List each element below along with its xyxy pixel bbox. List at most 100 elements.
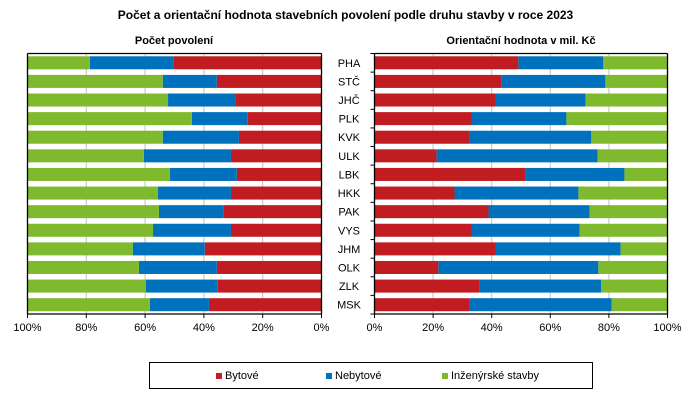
bar-inzenyrske-ulk xyxy=(27,149,144,163)
bar-bytove-jhm xyxy=(204,242,322,256)
category-label: JHČ xyxy=(338,94,359,107)
bar-nebytove-olk xyxy=(438,260,599,274)
bar-inzenyrske-plk xyxy=(566,112,668,126)
bar-nebytove-msk xyxy=(149,298,209,312)
bar-nebytove-jhm xyxy=(495,242,621,256)
legend-swatch-nebytove xyxy=(326,373,332,379)
right-chart-title: Orientační hodnota v mil. Kč xyxy=(446,35,596,47)
bar-inzenyrske-olk xyxy=(27,260,139,274)
bar-bytove-kvk xyxy=(238,130,322,144)
bar-bytove-pha xyxy=(374,56,519,70)
bar-inzenyrske-kvk xyxy=(591,130,668,144)
left-chart-title: Počet povolení xyxy=(134,35,214,47)
legend-label: Nebytové xyxy=(335,370,382,382)
bar-nebytove-stč xyxy=(501,74,606,88)
category-label: ZLK xyxy=(339,281,360,293)
bar-inzenyrske-vys xyxy=(579,223,668,237)
bar-inzenyrske-jhm xyxy=(620,242,668,256)
legend-item-nebytove: Nebytové xyxy=(326,370,381,382)
bar-inzenyrske-zlk xyxy=(601,279,668,293)
bar-nebytove-zlk xyxy=(479,279,602,293)
bar-bytove-zlk xyxy=(374,279,480,293)
bar-nebytove-olk xyxy=(138,260,217,274)
bar-inzenyrske-kvk xyxy=(27,130,163,144)
bar-nebytove-lbk xyxy=(525,167,625,181)
bar-inzenyrske-plk xyxy=(27,112,192,126)
category-label: VYS xyxy=(338,225,360,237)
category-label: MSK xyxy=(337,300,362,312)
bar-bytove-pak xyxy=(223,205,322,219)
bar-inzenyrske-msk xyxy=(27,298,150,312)
bar-nebytove-pak xyxy=(158,205,224,219)
bar-inzenyrske-hkk xyxy=(27,186,159,200)
bar-bytove-plk xyxy=(374,112,472,126)
bar-nebytove-pak xyxy=(488,205,590,219)
x-tick-label: 20% xyxy=(422,322,444,334)
bar-bytove-jhč xyxy=(235,93,322,107)
bar-bytove-kvk xyxy=(374,130,470,144)
left-plot-area: 100% 80% 60% 40% 20% 0% xyxy=(13,52,330,334)
category-label: HKK xyxy=(338,188,361,200)
bar-bytove-jhč xyxy=(374,93,496,107)
chart-title: Počet a orientační hodnota stavebních po… xyxy=(117,8,574,22)
category-label: JHM xyxy=(338,244,361,256)
category-label: STČ xyxy=(338,75,360,88)
bar-bytove-pha xyxy=(173,56,322,70)
bar-bytove-ulk xyxy=(230,149,322,163)
bar-nebytove-zlk xyxy=(145,279,218,293)
x-tick-label: 100% xyxy=(13,322,41,334)
bar-bytove-stč xyxy=(216,74,322,88)
bar-nebytove-stč xyxy=(162,74,217,88)
bar-bytove-lbk xyxy=(374,167,526,181)
x-tick-label: 100% xyxy=(653,322,681,334)
right-plot-area: 0% 20% 40% 60% 80% 100% xyxy=(367,52,682,334)
bar-inzenyrske-stč xyxy=(605,74,668,88)
bar-nebytove-vys xyxy=(153,223,231,237)
x-tick-label: 0% xyxy=(367,322,383,334)
bar-inzenyrske-zlk xyxy=(27,279,146,293)
legend-label: Inženýrské stavby xyxy=(451,370,540,382)
bar-bytove-hkk xyxy=(230,186,322,200)
bar-nebytove-kvk xyxy=(469,130,592,144)
bar-bytove-olk xyxy=(216,260,322,274)
x-tick-label: 80% xyxy=(598,322,620,334)
x-tick-label: 40% xyxy=(193,322,215,334)
legend-item-inzenyrske: Inženýrské stavby xyxy=(442,370,539,382)
bar-bytove-jhm xyxy=(374,242,496,256)
bar-inzenyrske-vys xyxy=(27,223,154,237)
bar-bytove-hkk xyxy=(374,186,455,200)
legend-swatch-bytove xyxy=(216,373,222,379)
category-label: OLK xyxy=(338,262,361,274)
bar-inzenyrske-pak xyxy=(589,205,668,219)
category-label: LBK xyxy=(339,169,360,181)
bar-inzenyrske-msk xyxy=(611,298,668,312)
legend-item-bytove: Bytové xyxy=(216,370,259,382)
bar-inzenyrske-stč xyxy=(27,74,163,88)
category-label: PLK xyxy=(339,114,360,126)
bar-bytove-pak xyxy=(374,205,489,219)
category-label: KVK xyxy=(338,132,361,144)
bar-nebytove-pha xyxy=(518,56,604,70)
bar-nebytove-hkk xyxy=(454,186,579,200)
bar-nebytove-lbk xyxy=(169,167,237,181)
bar-bytove-stč xyxy=(374,74,502,88)
bar-inzenyrske-jhč xyxy=(585,93,668,107)
bar-bytove-olk xyxy=(374,260,439,274)
bar-inzenyrske-ulk xyxy=(597,149,668,163)
bar-inzenyrske-jhm xyxy=(27,242,133,256)
category-labels: PHA STČ JHČ PLK KVK ULK LBK HKK PAK VYS JHM OLK ZLK M… xyxy=(337,58,362,312)
bar-nebytove-jhč xyxy=(168,93,236,107)
bar-nebytove-vys xyxy=(471,223,580,237)
bar-bytove-ulk xyxy=(374,149,437,163)
bar-nebytove-ulk xyxy=(143,149,231,163)
bar-nebytove-plk xyxy=(471,112,567,126)
bar-nebytove-plk xyxy=(191,112,248,126)
x-tick-label: 80% xyxy=(75,322,97,334)
bar-bytove-vys xyxy=(230,223,322,237)
bar-nebytove-hkk xyxy=(158,186,231,200)
bar-inzenyrske-lbk xyxy=(624,167,668,181)
bar-bytove-msk xyxy=(208,298,322,312)
category-label: PHA xyxy=(338,58,361,70)
bar-inzenyrske-pha xyxy=(27,56,90,70)
